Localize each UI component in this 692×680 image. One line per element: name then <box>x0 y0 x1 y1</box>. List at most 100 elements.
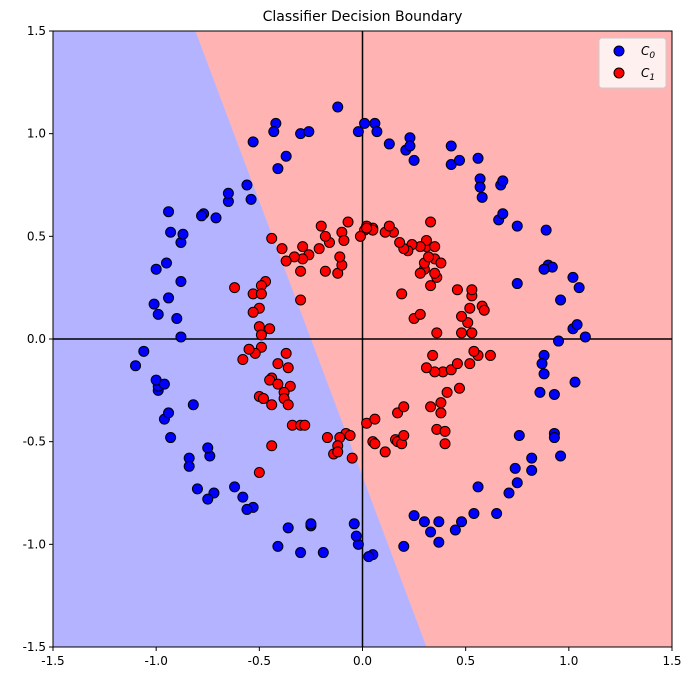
point-c0-49 <box>513 430 525 442</box>
point-c1-52 <box>321 432 333 444</box>
point-c1-15 <box>295 265 307 277</box>
point-c0-105 <box>160 257 172 269</box>
point-c0-32 <box>538 263 550 275</box>
y-axis: -1.5 -1.0 -0.5 0.0 0.5 1.0 1.5 <box>23 24 53 654</box>
point-c0-63 <box>425 526 437 538</box>
point-c0-84 <box>191 483 203 495</box>
point-c0-46 <box>569 376 581 388</box>
point-c0-17 <box>445 140 457 152</box>
point-c1-71 <box>425 401 437 413</box>
point-c1-14 <box>334 251 346 263</box>
point-c0-101 <box>152 308 164 320</box>
point-c1-110 <box>429 241 441 253</box>
point-c0-38 <box>571 319 583 331</box>
point-c0-65 <box>408 510 420 522</box>
point-c1-90 <box>456 327 468 339</box>
x-tick-label: 0.5 <box>456 654 475 668</box>
point-c1-89 <box>431 327 443 339</box>
point-c1-74 <box>439 425 451 437</box>
point-c1-51 <box>253 466 265 478</box>
point-c1-126 <box>414 308 426 320</box>
point-c0-20 <box>472 152 484 164</box>
point-c0-103 <box>163 292 175 304</box>
point-c1-54 <box>344 430 356 442</box>
point-c0-79 <box>241 503 253 515</box>
point-c0-96 <box>158 378 170 390</box>
point-c0-36 <box>511 278 523 290</box>
legend-label-c0: C0 <box>641 44 655 61</box>
point-c1-36 <box>282 362 294 374</box>
point-c1-35 <box>272 358 284 370</box>
point-c0-10 <box>280 150 292 162</box>
point-c0-115 <box>222 187 234 199</box>
point-c0-40 <box>553 335 565 347</box>
point-c0-77 <box>272 540 284 552</box>
point-c0-3 <box>371 126 383 138</box>
point-c0-60 <box>449 524 461 536</box>
point-c1-97 <box>466 284 478 296</box>
point-c1-107 <box>423 251 435 263</box>
point-c0-42 <box>536 358 548 370</box>
point-c1-127 <box>425 280 437 292</box>
point-c1-33 <box>243 343 255 355</box>
point-c1-77 <box>441 386 453 398</box>
point-c1-4 <box>319 230 331 242</box>
point-c0-12 <box>383 138 395 150</box>
scatter-points <box>130 101 591 563</box>
point-c0-108 <box>165 226 177 238</box>
point-c0-76 <box>295 547 307 559</box>
y-tick-label: -1.5 <box>23 640 46 654</box>
point-c0-34 <box>573 282 585 294</box>
point-c1-101 <box>429 267 441 279</box>
x-tick-label: 1.0 <box>559 654 578 668</box>
point-c1-93 <box>456 310 468 322</box>
point-c0-106 <box>150 263 162 275</box>
point-c1-44 <box>266 399 278 411</box>
point-c1-50 <box>266 440 278 452</box>
point-c1-64 <box>379 446 391 458</box>
point-c1-19 <box>295 294 307 306</box>
point-c1-103 <box>414 267 426 279</box>
point-c0-110 <box>163 206 175 218</box>
point-c1-68 <box>398 430 410 442</box>
point-c0-8 <box>303 126 315 138</box>
point-c1-81 <box>427 349 439 361</box>
point-c0-72 <box>317 547 329 559</box>
point-c0-104 <box>175 276 187 288</box>
point-c1-76 <box>435 397 447 409</box>
point-c0-116 <box>241 179 253 191</box>
point-c0-9 <box>247 136 259 148</box>
point-c0-102 <box>148 298 160 310</box>
point-c0-27 <box>497 208 509 220</box>
point-c1-61 <box>369 413 381 425</box>
point-c0-98 <box>138 345 150 357</box>
point-c1-2 <box>338 234 350 246</box>
point-c1-85 <box>464 358 476 370</box>
legend: C0 C1 <box>598 37 667 89</box>
point-c1-87 <box>484 349 496 361</box>
point-c0-62 <box>418 516 430 528</box>
point-c1-88 <box>468 345 480 357</box>
point-c0-75 <box>282 522 294 534</box>
point-c1-115 <box>394 236 406 248</box>
point-c1-118 <box>383 220 395 232</box>
point-c1-32 <box>237 354 249 366</box>
point-c0-24 <box>497 175 509 187</box>
y-tick-label: -1.0 <box>23 537 46 551</box>
point-c0-16 <box>408 154 420 166</box>
point-c1-128 <box>425 216 437 228</box>
point-c0-0 <box>332 101 344 113</box>
point-c0-29 <box>540 224 552 236</box>
point-c0-28 <box>511 220 523 232</box>
legend-marker-c1 <box>613 67 625 79</box>
chart-title: Classifier Decision Boundary <box>263 9 463 25</box>
x-tick-label: -1.5 <box>41 654 64 668</box>
point-c1-26 <box>229 282 241 294</box>
point-c0-113 <box>210 212 222 224</box>
x-tick-label: 0.0 <box>353 654 372 668</box>
x-tick-label: -0.5 <box>248 654 271 668</box>
legend-box <box>598 37 667 89</box>
point-c1-8 <box>297 241 309 253</box>
point-c1-41 <box>272 378 284 390</box>
